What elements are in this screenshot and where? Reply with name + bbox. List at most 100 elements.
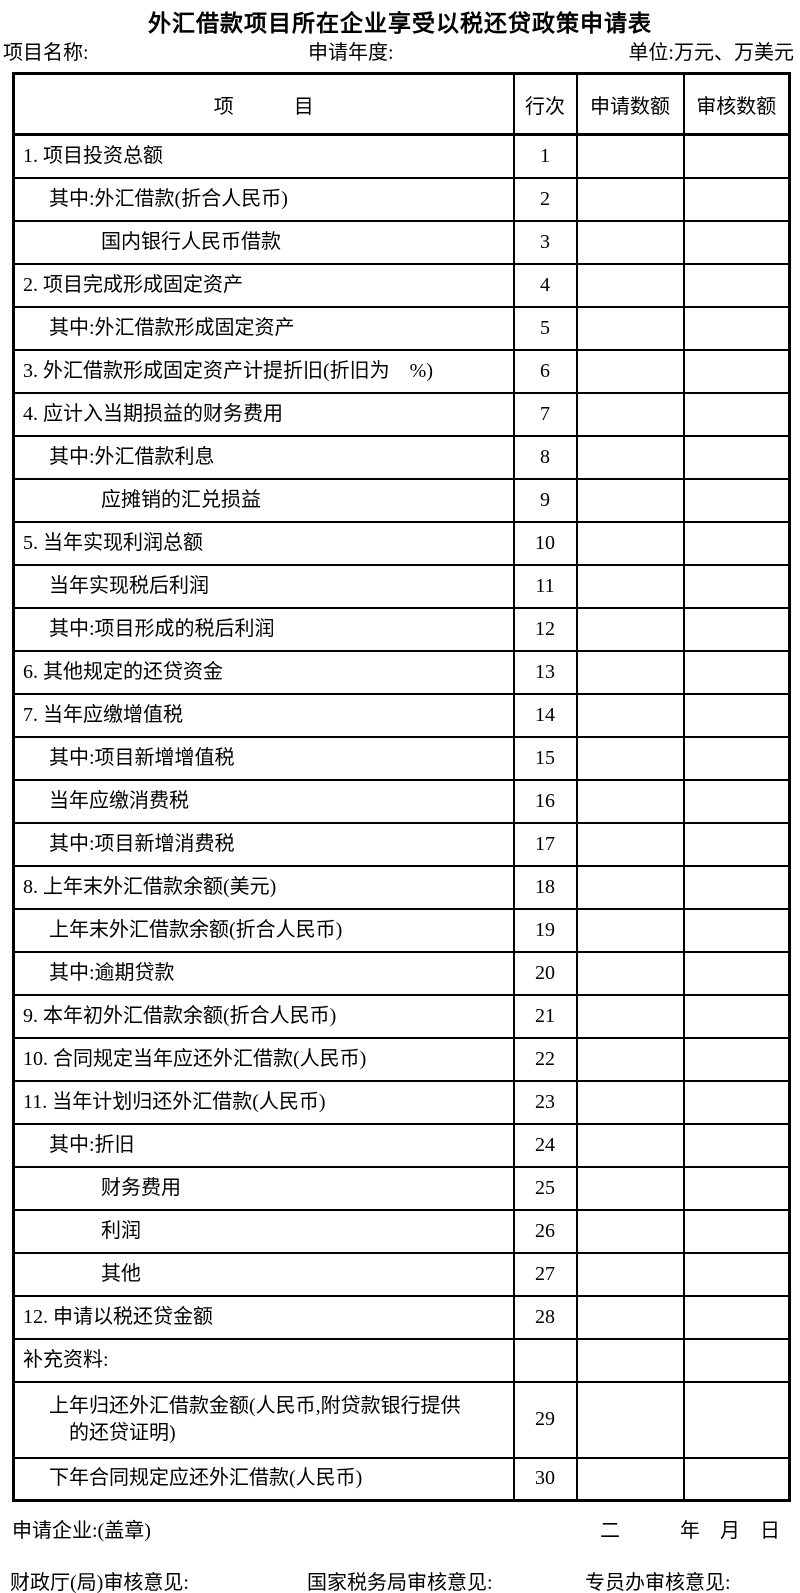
applied-amount-cell xyxy=(575,778,685,824)
item-label-cell: 其中:逾期贷款 xyxy=(12,950,515,996)
item-label-cell: 10. 合同规定当年应还外汇借款(人民币) xyxy=(12,1036,515,1082)
reviewed-amount-cell xyxy=(682,1251,791,1297)
table-row: 下年合同规定应还外汇借款(人民币) 30 xyxy=(12,1456,791,1502)
item-label-cell: 8. 上年末外汇借款余额(美元) xyxy=(12,864,515,910)
line-number-cell: 6 xyxy=(512,348,578,394)
line-number-cell: 18 xyxy=(512,864,578,910)
line-number-cell xyxy=(512,1337,578,1383)
reviewed-amount-cell xyxy=(682,735,791,781)
line-number-cell: 25 xyxy=(512,1165,578,1211)
item-label-cell: 4. 应计入当期损益的财务费用 xyxy=(12,391,515,437)
line-number-cell: 1 xyxy=(512,133,578,179)
reviewed-amount-cell xyxy=(682,821,791,867)
line-number-cell: 2 xyxy=(512,176,578,222)
applied-amount-cell xyxy=(575,563,685,609)
table-row: 补充资料: xyxy=(12,1337,791,1383)
applied-amount-cell xyxy=(575,219,685,265)
applied-amount-cell xyxy=(575,133,685,179)
item-label-cell: 其他 xyxy=(12,1251,515,1297)
item-label-cell: 财务费用 xyxy=(12,1165,515,1211)
table-row: 10. 合同规定当年应还外汇借款(人民币) 22 xyxy=(12,1036,791,1082)
column-header-applied-amount: 申请数额 xyxy=(575,72,685,136)
date-line: 二 年 月 日 xyxy=(600,1520,780,1542)
table-row: 5. 当年实现利润总额 10 xyxy=(12,520,791,566)
item-label-cell: 其中:项目新增增值税 xyxy=(12,735,515,781)
line-number-cell: 8 xyxy=(512,434,578,480)
table-row: 7. 当年应缴增值税 14 xyxy=(12,692,791,738)
line-number-cell: 14 xyxy=(512,692,578,738)
table-header-row: 项 目 行次 申请数额 审核数额 xyxy=(12,72,791,136)
item-label-cell: 下年合同规定应还外汇借款(人民币) xyxy=(12,1456,515,1502)
line-number-cell: 27 xyxy=(512,1251,578,1297)
apply-year-label: 申请年度: xyxy=(308,42,394,64)
applied-amount-cell xyxy=(575,692,685,738)
reviewed-amount-cell xyxy=(682,1165,791,1211)
table-row: 当年应缴消费税 16 xyxy=(12,778,791,824)
item-label-cell: 3. 外汇借款形成固定资产计提折旧(折旧为 %) xyxy=(12,348,515,394)
line-number-cell: 17 xyxy=(512,821,578,867)
table-row: 上年末外汇借款余额(折合人民币) 19 xyxy=(12,907,791,953)
meta-row: 项目名称: 申请年度: 单位:万元、万美元 xyxy=(0,36,800,64)
applied-amount-cell xyxy=(575,262,685,308)
item-label-cell: 11. 当年计划归还外汇借款(人民币) xyxy=(12,1079,515,1125)
applied-amount-cell xyxy=(575,907,685,953)
line-number-cell: 19 xyxy=(512,907,578,953)
reviewed-amount-cell xyxy=(682,176,791,222)
applied-amount-cell xyxy=(575,735,685,781)
reviewed-amount-cell xyxy=(682,1208,791,1254)
line-number-cell: 21 xyxy=(512,993,578,1039)
line-number-cell: 13 xyxy=(512,649,578,695)
item-label-cell: 上年归还外汇借款金额(人民币,附贷款银行提供 的还贷证明) xyxy=(12,1380,515,1459)
applied-amount-cell xyxy=(575,1456,685,1502)
item-label-cell: 其中:项目新增消费税 xyxy=(12,821,515,867)
applied-amount-cell xyxy=(575,305,685,351)
table-row: 12. 申请以税还贷金额 28 xyxy=(12,1294,791,1340)
table-row: 2. 项目完成形成固定资产 4 xyxy=(12,262,791,308)
reviewed-amount-cell xyxy=(682,778,791,824)
reviewed-amount-cell xyxy=(682,477,791,523)
unit-label: 单位:万元、万美元 xyxy=(628,42,794,64)
reviewed-amount-cell xyxy=(682,348,791,394)
reviewed-amount-cell xyxy=(682,1294,791,1340)
item-label-cell: 当年应缴消费税 xyxy=(12,778,515,824)
applied-amount-cell xyxy=(575,950,685,996)
reviewed-amount-cell xyxy=(682,1380,791,1459)
applied-amount-cell xyxy=(575,1251,685,1297)
table-row: 其中:项目新增增值税 15 xyxy=(12,735,791,781)
line-number-cell: 23 xyxy=(512,1079,578,1125)
applied-amount-cell xyxy=(575,1208,685,1254)
column-header-reviewed-amount: 审核数额 xyxy=(682,72,791,136)
table-row: 上年归还外汇借款金额(人民币,附贷款银行提供 的还贷证明) 29 xyxy=(12,1380,791,1459)
reviewed-amount-cell xyxy=(682,434,791,480)
applied-amount-cell xyxy=(575,1337,685,1383)
table-row: 其中:项目新增消费税 17 xyxy=(12,821,791,867)
project-name-label: 项目名称: xyxy=(3,42,89,64)
table-row: 8. 上年末外汇借款余额(美元) 18 xyxy=(12,864,791,910)
item-label-cell: 其中:外汇借款(折合人民币) xyxy=(12,176,515,222)
applied-amount-cell xyxy=(575,434,685,480)
applied-amount-cell xyxy=(575,520,685,566)
line-number-cell: 26 xyxy=(512,1208,578,1254)
reviewed-amount-cell xyxy=(682,864,791,910)
finance-bureau-review-label: 财政厅(局)审核意见: xyxy=(10,1572,189,1593)
line-number-cell: 28 xyxy=(512,1294,578,1340)
table-row: 应摊销的汇兑损益 9 xyxy=(12,477,791,523)
item-label-cell: 应摊销的汇兑损益 xyxy=(12,477,515,523)
table-row: 1. 项目投资总额 1 xyxy=(12,133,791,179)
item-label-cell: 5. 当年实现利润总额 xyxy=(12,520,515,566)
item-label-cell: 2. 项目完成形成固定资产 xyxy=(12,262,515,308)
applied-amount-cell xyxy=(575,176,685,222)
line-number-cell: 20 xyxy=(512,950,578,996)
line-number-cell: 5 xyxy=(512,305,578,351)
reviewed-amount-cell xyxy=(682,1337,791,1383)
reviewed-amount-cell xyxy=(682,1122,791,1168)
applied-amount-cell xyxy=(575,1036,685,1082)
table-row: 其中:项目形成的税后利润 12 xyxy=(12,606,791,652)
reviewed-amount-cell xyxy=(682,1456,791,1502)
reviewed-amount-cell xyxy=(682,606,791,652)
applied-amount-cell xyxy=(575,1122,685,1168)
table-row: 当年实现税后利润 11 xyxy=(12,563,791,609)
reviewed-amount-cell xyxy=(682,907,791,953)
commissioner-office-review-label: 专员办审核意见: xyxy=(585,1572,731,1593)
line-number-cell: 4 xyxy=(512,262,578,308)
